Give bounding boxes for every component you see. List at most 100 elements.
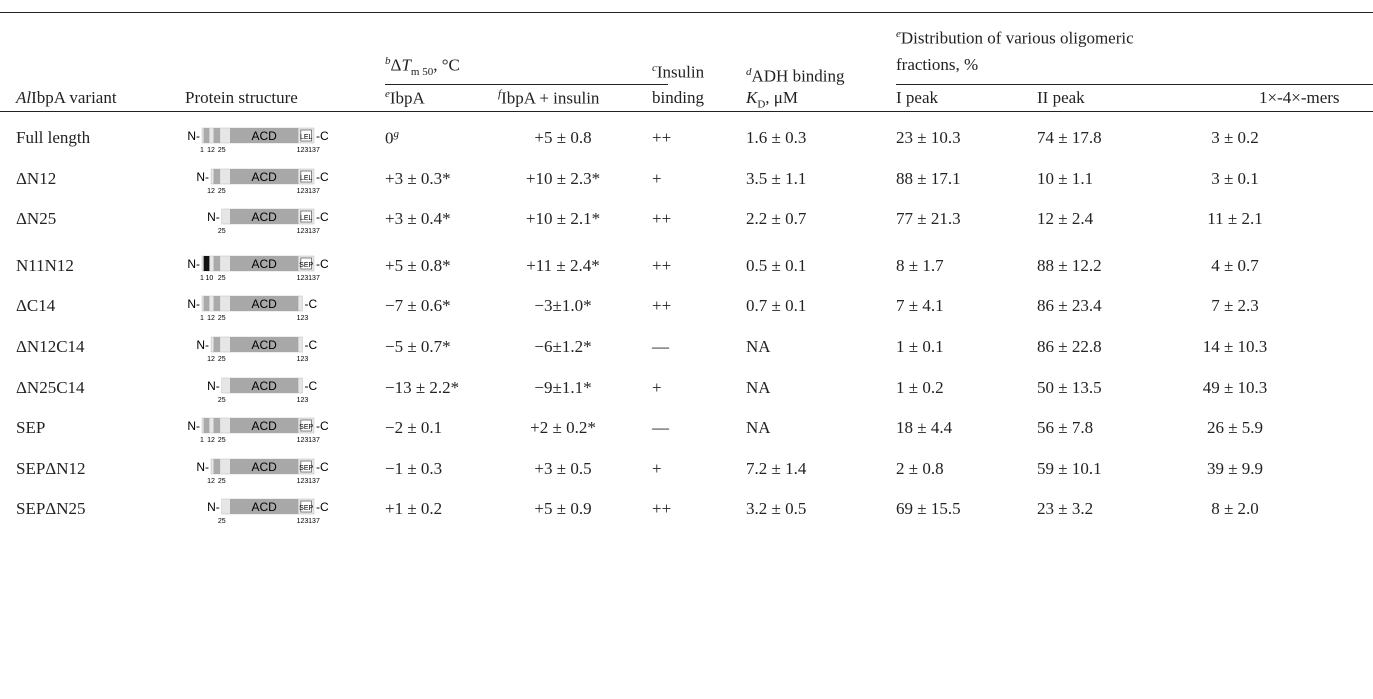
variant-cell: Full length: [16, 128, 90, 148]
residue-tick: 123: [297, 315, 309, 322]
residue-tick: 123: [297, 518, 309, 525]
header-cell: II peak: [1037, 88, 1085, 108]
residue-tick: 25: [218, 275, 226, 282]
residue-tick: 1: [200, 147, 204, 154]
header-cell: eIbpA: [385, 88, 425, 109]
variant-cell: SEPΔN25: [16, 499, 86, 519]
n-segment: [214, 459, 221, 474]
data-cell: 86 ± 22.8: [1037, 337, 1102, 357]
data-cell: ++: [652, 296, 671, 316]
data-cell: 1.6 ± 0.3: [746, 128, 806, 148]
c-terminus: -C: [316, 129, 329, 143]
header-cell: fractions, %: [896, 55, 978, 75]
data-cell: —: [652, 418, 669, 438]
c-terminus: -C: [316, 460, 329, 474]
data-cell: —: [652, 337, 669, 357]
tag-label: SEP: [299, 424, 313, 431]
data-cell: 3.2 ± 0.5: [746, 499, 806, 519]
n-terminus: N-: [207, 210, 220, 224]
n-segment: [214, 296, 221, 311]
data-cell: +11 ± 2.4*: [498, 256, 628, 276]
header-cell: fIbpA + insulin: [498, 88, 599, 109]
header-text: Distribution of various oligomeric: [901, 29, 1134, 48]
residue-tick: 123: [297, 188, 309, 195]
c-terminus: -C: [316, 257, 329, 271]
acd-label: ACD: [252, 379, 278, 393]
data-cell: +10 ± 2.1*: [498, 209, 628, 229]
n-terminus: N-: [196, 170, 209, 184]
cell-text: 0: [385, 129, 394, 148]
data-cell: +3 ± 0.5: [498, 459, 628, 479]
data-cell: 74 ± 17.8: [1037, 128, 1102, 148]
data-cell: −7 ± 0.6*: [385, 296, 451, 316]
residue-tick: 12: [207, 188, 215, 195]
header-text: Δ: [391, 56, 402, 75]
data-cell: 7 ± 2.3: [1170, 296, 1300, 316]
data-cell: ++: [652, 256, 671, 276]
header-text: IbpA + insulin: [501, 89, 599, 108]
data-cell: −13 ± 2.2*: [385, 378, 459, 398]
residue-tick: 123: [297, 397, 309, 404]
tag-label: LEL: [300, 175, 313, 182]
n-terminus: N-: [187, 297, 200, 311]
residue-tick: 1: [200, 275, 204, 282]
variant-cell: SEPΔN12: [16, 459, 86, 479]
n-terminus: N-: [187, 419, 200, 433]
data-cell: 2 ± 0.8: [896, 459, 944, 479]
data-cell: +: [652, 459, 662, 479]
header-text: , μM: [765, 88, 798, 107]
header-text: m 50: [411, 66, 433, 78]
acd-label: ACD: [252, 419, 278, 433]
data-cell: 0g: [385, 128, 399, 149]
header-text: T: [401, 56, 410, 75]
residue-tick: 25: [218, 188, 226, 195]
data-cell: +1 ± 0.2: [385, 499, 442, 519]
header-text: Al: [16, 88, 31, 107]
data-cell: +10 ± 2.3*: [498, 169, 628, 189]
data-cell: 11 ± 2.1: [1170, 209, 1300, 229]
header-text: K: [746, 88, 757, 107]
header-cell: binding: [652, 88, 704, 108]
c-terminus: -C: [316, 500, 329, 514]
table-page: AlIbpA variant Protein structure bΔTm 50…: [0, 0, 1373, 699]
header-cell: Protein structure: [185, 88, 298, 108]
residue-tick: 25: [218, 437, 226, 444]
c-terminus: -C: [304, 297, 317, 311]
residue-tick: 1: [200, 437, 204, 444]
residue-tick: 12: [207, 437, 215, 444]
header-cell: KD, μM: [746, 88, 798, 110]
header-text: , °C: [433, 56, 460, 75]
residue-tick: 137: [308, 518, 320, 525]
n-terminus: N-: [207, 500, 220, 514]
acd-label: ACD: [252, 500, 278, 514]
data-cell: ++: [652, 128, 671, 148]
data-cell: 23 ± 10.3: [896, 128, 961, 148]
structure-diagram: N-ACD-C25123: [180, 372, 340, 406]
residue-tick: 123: [297, 147, 309, 154]
residue-tick: 123: [297, 275, 309, 282]
top-rule: [0, 12, 1373, 13]
c-terminus: -C: [316, 419, 329, 433]
n-terminus: N-: [196, 338, 209, 352]
residue-tick: 137: [308, 275, 320, 282]
data-cell: −1 ± 0.3: [385, 459, 442, 479]
tag-label: LEL: [300, 215, 313, 222]
data-cell: +3 ± 0.4*: [385, 209, 451, 229]
header-text: IbpA variant: [31, 88, 116, 107]
data-cell: −9±1.1*: [498, 378, 628, 398]
residue-tick: 12: [207, 478, 215, 485]
data-cell: 50 ± 13.5: [1037, 378, 1102, 398]
structure-diagram: N-ACDSEP-C25123137: [180, 493, 340, 527]
data-cell: +2 ± 0.2*: [498, 418, 628, 438]
structure-diagram: N-ACD-C1225123: [180, 331, 340, 365]
data-cell: 26 ± 5.9: [1170, 418, 1300, 438]
data-cell: 3.5 ± 1.1: [746, 169, 806, 189]
n-segment: [214, 418, 221, 433]
tag-label: LEL: [300, 134, 313, 141]
data-cell: 3 ± 0.1: [1170, 169, 1300, 189]
data-cell: 1 ± 0.1: [896, 337, 944, 357]
residue-tick: 12: [207, 147, 215, 154]
data-cell: 23 ± 3.2: [1037, 499, 1093, 519]
